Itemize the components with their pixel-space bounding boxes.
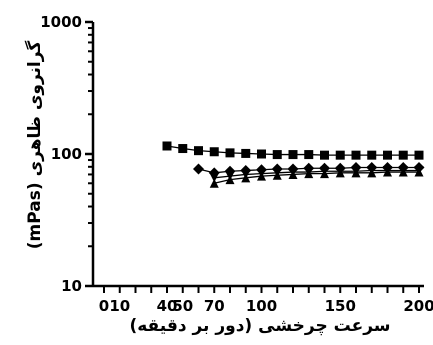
y-tick-label: 1000 [40, 13, 82, 31]
series-4-point [367, 165, 377, 175]
series-1-point [304, 150, 314, 160]
series-1-point [225, 148, 235, 158]
series-4-line [214, 169, 419, 179]
x-tick-label: 70 [204, 297, 225, 315]
series-1-point [257, 149, 266, 159]
series-4-point [209, 173, 219, 183]
y-axis-title: گرانروی ظاهری (mPas) [24, 41, 45, 250]
series-group [162, 141, 425, 188]
x-tick-label: 10 [109, 297, 130, 315]
x-tick-label: 100 [246, 297, 277, 315]
series-4-point [288, 167, 298, 177]
series-4-point [414, 165, 424, 175]
x-tick-label: 50 [172, 297, 193, 315]
series-4-point [398, 165, 408, 175]
series-1-point [398, 150, 408, 160]
x-tick-label: 200 [403, 297, 433, 315]
series-4-point [225, 171, 235, 181]
x-tick-label: 150 [325, 297, 356, 315]
series-4-point [304, 167, 314, 177]
series-2-point [193, 163, 204, 175]
series-4-point [351, 166, 361, 176]
series-4-point [335, 166, 345, 176]
series-1-point [178, 144, 188, 154]
series-1-point [414, 150, 424, 160]
series-3-point [209, 178, 219, 188]
series-1-point [241, 148, 251, 158]
series-4-point [257, 169, 266, 179]
series-4-point [272, 168, 282, 178]
series-4-point [241, 169, 251, 179]
y-tick-label: 10 [61, 277, 82, 295]
axis-ticks [85, 20, 420, 293]
series-1-point [335, 150, 345, 160]
series-1-point [367, 150, 377, 160]
x-axis-title: سرعت چرخشی (دور بر دقیقه) [129, 316, 390, 336]
x-tick-label: 0 [99, 297, 109, 315]
series-3-line [214, 171, 419, 184]
series-1-point [383, 150, 392, 160]
series-1-point [320, 150, 329, 160]
series-1-point [209, 147, 219, 157]
series-1-point [288, 150, 298, 160]
series-1-point [194, 146, 203, 156]
series-4-point [320, 166, 329, 176]
series-1-point [351, 150, 361, 160]
series-4-point [383, 165, 392, 175]
x-tick-label: 40 [157, 297, 178, 315]
y-tick-label: 100 [51, 145, 82, 163]
series-1-point [272, 150, 282, 160]
series-1-point [162, 141, 172, 151]
